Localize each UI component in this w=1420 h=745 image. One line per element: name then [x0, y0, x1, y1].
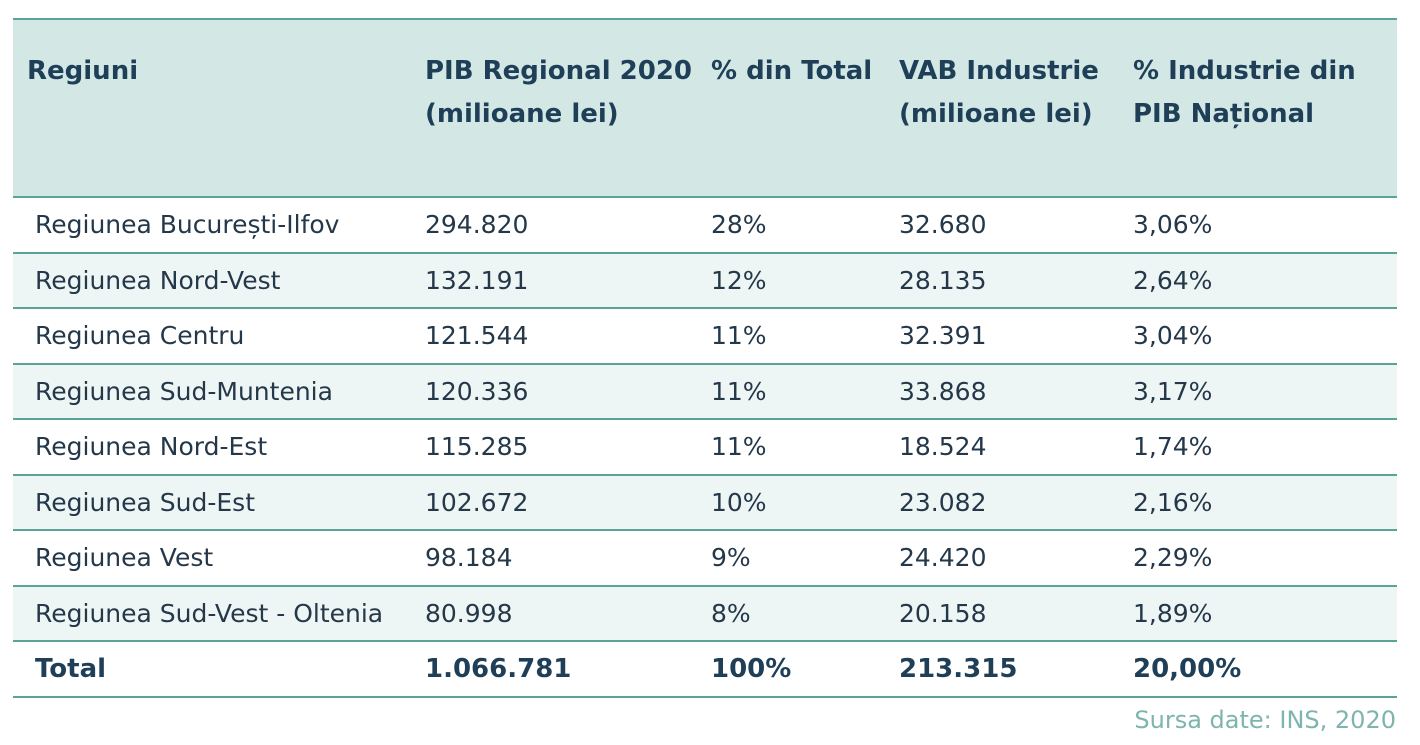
region-cell: Regiunea București-Ilfov [13, 197, 425, 254]
percent-total-cell: 28% [711, 197, 899, 254]
data-source-note: Sursa date: INS, 2020 [1134, 706, 1396, 734]
region-cell: Regiunea Centru [13, 308, 425, 365]
column-header-industry-percent-gdp: % Industrie din PIB Național [1133, 18, 1397, 198]
regional-gdp-table-container: Regiuni PIB Regional 2020 (milioane lei)… [13, 18, 1397, 698]
header-row: Regiuni PIB Regional 2020 (milioane lei)… [13, 18, 1397, 198]
industry-percent-cell: 3,06% [1133, 197, 1397, 254]
regional-gdp-cell: 115.285 [425, 419, 711, 476]
percent-total-cell: 9% [711, 530, 899, 587]
regional-gdp-cell: 121.544 [425, 308, 711, 365]
regional-gdp-cell: 80.998 [425, 585, 711, 642]
industry-percent-cell: 3,17% [1133, 363, 1397, 420]
percent-total-cell: 12% [711, 252, 899, 309]
table-row: Regiunea Centru 121.544 11% 32.391 3,04% [13, 308, 1397, 365]
industry-percent-cell: 1,89% [1133, 585, 1397, 642]
percent-total-cell: 8% [711, 585, 899, 642]
region-cell: Regiunea Sud-Muntenia [13, 363, 425, 420]
percent-total-cell: 11% [711, 419, 899, 476]
industry-gva-cell: 24.420 [899, 530, 1133, 587]
regional-gdp-cell: 102.672 [425, 474, 711, 531]
percent-total-cell: 10% [711, 474, 899, 531]
table-row: Regiunea Nord-Vest 132.191 12% 28.135 2,… [13, 252, 1397, 309]
region-cell: Regiunea Sud-Vest - Oltenia [13, 585, 425, 642]
industry-gva-cell: 33.868 [899, 363, 1133, 420]
regional-gdp-cell: 132.191 [425, 252, 711, 309]
column-header-regional-gdp: PIB Regional 2020 (milioane lei) [425, 18, 711, 198]
region-cell: Regiunea Nord-Vest [13, 252, 425, 309]
percent-total-cell: 11% [711, 363, 899, 420]
industry-gva-cell: 18.524 [899, 419, 1133, 476]
table-body: Regiunea București-Ilfov 294.820 28% 32.… [13, 197, 1397, 698]
regional-gdp-cell: 98.184 [425, 530, 711, 587]
column-header-percent-total: % din Total [711, 18, 899, 198]
region-cell: Regiunea Nord-Est [13, 419, 425, 476]
regional-gdp-cell: 120.336 [425, 363, 711, 420]
industry-percent-cell: 1,74% [1133, 419, 1397, 476]
industry-percent-cell: 2,16% [1133, 474, 1397, 531]
industry-gva-cell: 20.158 [899, 585, 1133, 642]
industry-gva-cell: 23.082 [899, 474, 1133, 531]
total-industry-percent-cell: 20,00% [1133, 641, 1397, 698]
column-header-industry-gva: VAB Industrie (milioane lei) [899, 18, 1133, 198]
region-cell: Regiunea Sud-Est [13, 474, 425, 531]
table-row: Regiunea Nord-Est 115.285 11% 18.524 1,7… [13, 419, 1397, 476]
column-header-regions: Regiuni [13, 18, 425, 198]
table-row: Regiunea Sud-Vest - Oltenia 80.998 8% 20… [13, 585, 1397, 642]
regional-gdp-cell: 294.820 [425, 197, 711, 254]
industry-gva-cell: 32.680 [899, 197, 1133, 254]
table-row: Regiunea Sud-Est 102.672 10% 23.082 2,16… [13, 474, 1397, 531]
industry-gva-cell: 32.391 [899, 308, 1133, 365]
industry-gva-cell: 28.135 [899, 252, 1133, 309]
table-header: Regiuni PIB Regional 2020 (milioane lei)… [13, 18, 1397, 198]
total-industry-gva-cell: 213.315 [899, 641, 1133, 698]
region-cell: Regiunea Vest [13, 530, 425, 587]
total-label-cell: Total [13, 641, 425, 698]
industry-percent-cell: 2,64% [1133, 252, 1397, 309]
total-percent-cell: 100% [711, 641, 899, 698]
regional-gdp-table: Regiuni PIB Regional 2020 (milioane lei)… [13, 18, 1397, 698]
total-regional-gdp-cell: 1.066.781 [425, 641, 711, 698]
table-row: Regiunea Sud-Muntenia 120.336 11% 33.868… [13, 363, 1397, 420]
industry-percent-cell: 3,04% [1133, 308, 1397, 365]
total-row: Total 1.066.781 100% 213.315 20,00% [13, 641, 1397, 698]
table-row: Regiunea Vest 98.184 9% 24.420 2,29% [13, 530, 1397, 587]
percent-total-cell: 11% [711, 308, 899, 365]
industry-percent-cell: 2,29% [1133, 530, 1397, 587]
table-row: Regiunea București-Ilfov 294.820 28% 32.… [13, 197, 1397, 254]
